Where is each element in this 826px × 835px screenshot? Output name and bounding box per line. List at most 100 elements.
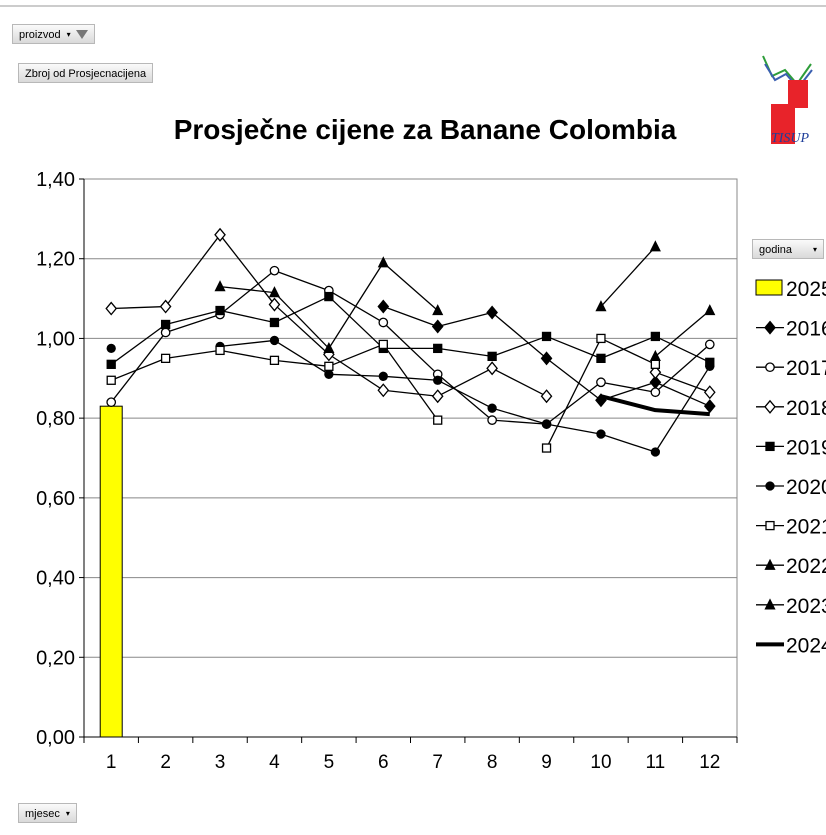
legend-label: 2025: [786, 278, 826, 301]
legend-entry-2025: 2025: [755, 278, 826, 301]
point-2019-4: [269, 317, 280, 328]
line-2020: [219, 339, 711, 453]
mjesec-field-label: mjesec: [25, 808, 60, 820]
point-2016-12: [703, 399, 716, 414]
point-2022-3: [214, 280, 226, 292]
measure-field-label: Zbroj od Prosjecnacijena: [25, 68, 147, 80]
logo-text: TISUP: [771, 131, 810, 146]
legend-entry-2018: 2018: [756, 397, 826, 420]
dropdown-arrow-icon: ▾: [66, 30, 71, 39]
point-2020-9: [541, 419, 552, 429]
point-2022-5: [323, 341, 335, 354]
legend-entry-2021: 2021: [756, 516, 826, 539]
y-tick-label: 0,00: [36, 727, 75, 749]
series-2016: [377, 299, 716, 414]
mjesec-field-button[interactable]: mjesec ▾: [18, 803, 77, 823]
legend-label: 2024: [786, 634, 826, 657]
point-2022-4: [268, 286, 281, 298]
point-2022-12: [704, 304, 716, 316]
line-2024: [600, 394, 710, 417]
x-tick-label: 1: [106, 752, 117, 773]
legend-label: 2019: [786, 436, 826, 459]
point-2017-2: [160, 327, 171, 338]
point-2019-9: [541, 331, 552, 342]
point-2020-6: [378, 371, 388, 381]
logo-red-square-lower: [771, 104, 795, 144]
legend-marker: [765, 520, 775, 531]
point-2021-1: [106, 375, 116, 385]
gridlines: [83, 178, 738, 738]
godina-field-button[interactable]: godina ▾: [752, 239, 824, 259]
logo: TISUP: [762, 55, 813, 146]
godina-field-label: godina: [759, 244, 793, 256]
point-2022-6: [377, 256, 389, 268]
proizvod-filter-button[interactable]: proizvod ▾: [12, 24, 95, 44]
chart-title: Prosječne cijene za Banane Colombia: [174, 114, 677, 145]
point-2017-6: [378, 317, 389, 328]
point-2019-11: [650, 331, 661, 342]
y-axis: 0,00 0,20 0,40 0,60 0,80 1,00 1,20 1,40: [36, 169, 85, 749]
y-tick-label: 0,40: [36, 568, 75, 590]
x-tick-label: 7: [432, 752, 443, 773]
point-2018-1: [105, 301, 118, 316]
point-2023-11: [649, 240, 661, 252]
x-tick-label: 5: [324, 752, 335, 773]
point-2021-11: [650, 359, 661, 369]
x-axis: 1 2 3 4 5 6 7 8 9 10 11 12: [83, 736, 738, 773]
series-2019: [106, 291, 715, 369]
series-2023: [595, 240, 661, 312]
legend-marker: [765, 481, 775, 491]
dropdown-arrow-icon: ▾: [812, 245, 817, 254]
y-tick-label: 1,20: [36, 249, 75, 271]
legend-entry-2017: 2017: [756, 357, 826, 380]
series-2022: [214, 256, 716, 362]
point-2018-3: [214, 227, 226, 242]
legend-label: 2021: [786, 516, 826, 539]
point-2021-7: [433, 415, 443, 425]
y-tick-label: 1,40: [36, 169, 75, 191]
point-2017-1: [106, 397, 117, 408]
x-tick-label: 11: [646, 752, 666, 773]
line-2018: [655, 371, 711, 393]
legend-marker: [765, 441, 775, 452]
point-2016-8: [486, 305, 498, 320]
y-tick-label: 0,80: [36, 408, 75, 430]
x-tick-label: 12: [699, 752, 720, 773]
legend-marker: [764, 558, 776, 570]
point-2020-4: [269, 335, 280, 346]
point-2018-8: [486, 361, 498, 376]
point-2017-4: [269, 265, 280, 276]
x-tick-label: 3: [215, 752, 226, 773]
point-2021-10: [596, 333, 606, 344]
point-2020-10: [596, 429, 606, 439]
point-2018-2: [159, 299, 172, 314]
legend-entry-2023: 2023: [756, 595, 826, 618]
measure-field-button[interactable]: Zbroj od Prosjecnacijena: [18, 63, 154, 83]
point-2017-8: [487, 415, 497, 425]
point-2023-10: [595, 300, 607, 312]
series-2017: [106, 265, 715, 429]
legend-label: 2020: [786, 476, 826, 499]
point-2016-6: [377, 299, 390, 314]
point-2018-4: [268, 297, 281, 312]
point-2019-1: [106, 359, 116, 369]
bar-2025-1: [99, 405, 123, 738]
point-2020-11: [650, 447, 661, 457]
x-tick-label: 2: [160, 752, 171, 773]
line-2019: [110, 295, 711, 365]
point-2022-11: [649, 349, 661, 362]
legend-swatch: [755, 279, 783, 296]
y-tick-label: 0,60: [36, 488, 75, 510]
point-2019-5: [324, 291, 334, 302]
legend-entry-2024: 2024: [756, 634, 826, 657]
logo-red-square-upper: [788, 80, 808, 108]
proizvod-filter-label: proizvod: [19, 29, 61, 41]
legend-entry-2020: 2020: [756, 476, 826, 499]
point-2020-12: [705, 361, 715, 371]
line-series: [105, 227, 716, 457]
legend-marker: [764, 320, 776, 335]
point-2021-6: [378, 339, 388, 350]
point-2019-10: [596, 353, 606, 364]
